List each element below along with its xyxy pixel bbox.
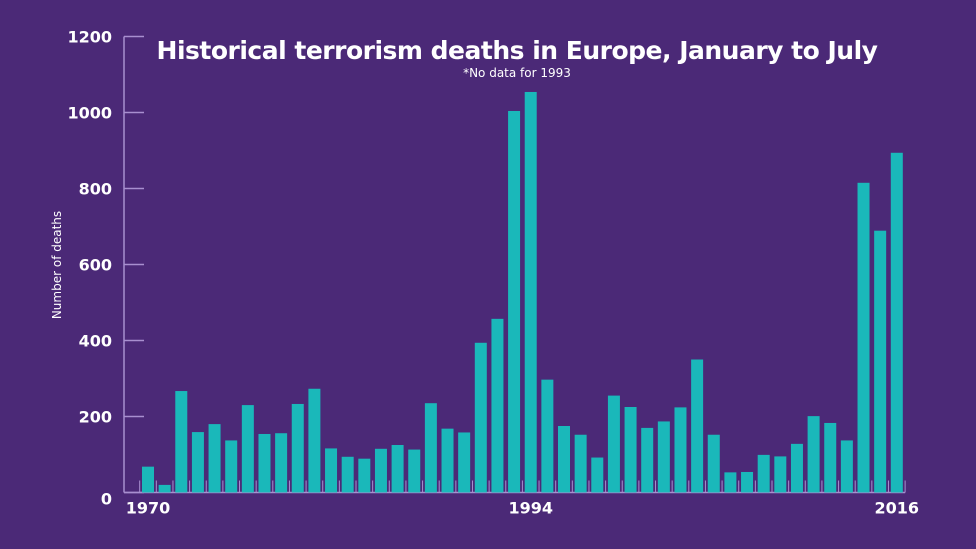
bar-2006 (724, 472, 737, 493)
bar-2012 (824, 422, 837, 493)
bar-2014 (857, 182, 870, 493)
y-tick-label: 1200 (67, 28, 112, 47)
bar-1975 (225, 440, 238, 493)
bar-1974 (208, 424, 221, 493)
y-tick-label: 600 (79, 256, 112, 275)
y-tick-label: 200 (79, 408, 112, 427)
bar-1997 (574, 434, 587, 493)
bar-1996 (558, 426, 570, 493)
y-tick-label: 1000 (67, 104, 112, 123)
y-tick-label: 0 (101, 490, 112, 509)
bar-2009 (774, 456, 787, 493)
bar-1985 (391, 445, 404, 493)
y-tick-label: 400 (79, 332, 112, 351)
x-tick-label: 1970 (126, 499, 171, 518)
bar-1983 (358, 458, 371, 493)
bar-1973 (191, 432, 204, 493)
bar-2011 (807, 416, 820, 493)
x-tick-label: 2016 (875, 499, 920, 518)
bar-1990 (474, 342, 487, 493)
bar-1981 (325, 448, 338, 493)
chart-title: Historical terrorism deaths in Europe, J… (156, 36, 878, 65)
bar-1999 (607, 395, 620, 493)
bar-1976 (241, 405, 254, 493)
bar-1972 (175, 391, 188, 493)
y-tick-label: 800 (79, 180, 112, 199)
bar-1986 (408, 449, 421, 493)
bar-1979 (291, 403, 304, 493)
bar-1989 (458, 432, 471, 493)
bar-1971 (158, 484, 171, 493)
bar-1980 (308, 388, 321, 493)
bar-1987 (424, 403, 437, 493)
x-tick-label: 1994 (508, 499, 553, 518)
bar-1992 (508, 110, 521, 493)
bar-2008 (757, 454, 770, 493)
bar-2003 (674, 407, 687, 493)
bar-2002 (657, 421, 670, 493)
bar-1978 (275, 433, 288, 493)
bar-1982 (341, 456, 354, 493)
bar-2007 (741, 471, 754, 493)
bar-2005 (707, 434, 720, 493)
chart-subtitle: *No data for 1993 (463, 66, 571, 80)
bar-1991 (491, 318, 504, 493)
bar-2016 (890, 152, 903, 493)
bar-2010 (790, 443, 803, 493)
bar-1977 (258, 433, 271, 493)
bar-2001 (641, 427, 654, 493)
bar-1995 (541, 379, 554, 493)
bar-2013 (840, 440, 853, 493)
bar-1998 (591, 457, 604, 493)
bar-2004 (691, 359, 704, 493)
bar-1970 (142, 466, 154, 493)
bar-2000 (624, 407, 637, 493)
bar-1984 (374, 448, 387, 493)
bar-2015 (874, 230, 887, 493)
bar-1988 (441, 428, 454, 493)
bar-1994 (524, 91, 537, 493)
